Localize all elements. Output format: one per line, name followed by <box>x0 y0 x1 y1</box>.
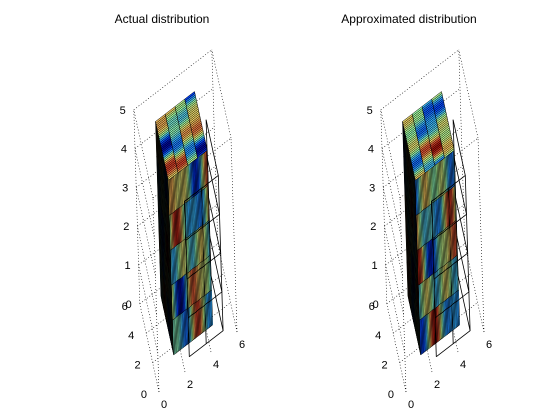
left-volume-slices <box>155 91 213 356</box>
axes-box-edge <box>458 49 479 139</box>
wall-grid-line <box>385 264 406 354</box>
front-grid-line <box>201 188 207 344</box>
x-tick-label: 0 <box>408 399 414 411</box>
y-tick-label: 0 <box>388 389 394 401</box>
left-x-ticks: 0 2 4 6 <box>161 339 245 411</box>
x-tick-label: 4 <box>460 359 466 371</box>
axes-box-edge <box>152 197 160 393</box>
z-tick-label: 3 <box>122 182 128 194</box>
x-tick-label: 0 <box>161 399 167 411</box>
left-front-grid <box>184 119 224 358</box>
axes-box-edge <box>133 109 141 304</box>
y-tick-label: 2 <box>134 360 140 372</box>
z-tick-label: 3 <box>369 182 375 194</box>
axes-box-edge <box>211 49 232 139</box>
wall-grid-line <box>135 187 156 276</box>
axes-box-edge <box>386 303 407 393</box>
z-tick-label: 2 <box>370 221 376 233</box>
z-tick-label: 4 <box>121 144 127 156</box>
front-grid-line <box>184 201 190 357</box>
left-y-ticks: 0 2 4 6 <box>122 301 147 401</box>
slice-cell <box>184 91 196 102</box>
front-grid-line <box>448 188 454 344</box>
wall-grid-line <box>137 226 157 315</box>
z-tick-label: 4 <box>368 144 374 156</box>
wall-grid-line <box>134 148 155 237</box>
axes-box-edge <box>477 137 485 333</box>
wall-grid-line <box>381 148 402 237</box>
axes-box-edge <box>380 109 388 304</box>
right-z-ticks: 0 1 2 3 4 5 <box>367 105 379 311</box>
z-tick-label: 2 <box>123 221 129 233</box>
z-tick-label: 5 <box>120 105 126 117</box>
y-tick-label: 6 <box>122 301 128 313</box>
wall-grid-line <box>138 264 159 354</box>
z-tick-label: 0 <box>126 299 132 311</box>
y-tick-label: 0 <box>141 389 147 401</box>
left-chart-title: Actual distribution <box>115 12 210 26</box>
axes-box-edge <box>380 109 401 199</box>
right-x-ticks: 0 2 4 6 <box>408 339 492 411</box>
z-tick-label: 1 <box>124 260 130 272</box>
front-grid-line <box>217 175 224 331</box>
axes-box-edge <box>399 197 407 393</box>
right-subplot: Approximated distribution 0 1 2 3 4 5 0 2 4 6 0 2… <box>341 12 492 411</box>
axes-box-edge <box>139 303 160 393</box>
left-z-ticks: 0 1 2 3 4 5 <box>120 105 132 311</box>
x-tick-label: 2 <box>187 379 193 391</box>
y-tick-label: 4 <box>128 330 134 342</box>
front-grid-line <box>431 201 437 357</box>
right-axes-box <box>380 49 485 393</box>
axes-box-edge <box>133 49 212 111</box>
axes-box-edge <box>380 49 459 111</box>
axes-box-edge <box>133 109 154 199</box>
z-tick-label: 0 <box>373 299 379 311</box>
left-subplot: Actual distribution 0 1 2 3 4 5 0 2 4 6 0 2 4 6 <box>115 12 245 411</box>
axes-box-edge <box>230 137 238 333</box>
front-grid-line <box>452 119 459 275</box>
y-tick-label: 2 <box>381 360 387 372</box>
x-tick-label: 4 <box>213 359 219 371</box>
right-volume-slices <box>402 91 460 356</box>
front-grid-line <box>205 119 212 275</box>
right-y-ticks: 0 2 4 6 <box>369 301 394 401</box>
y-tick-label: 4 <box>375 330 381 342</box>
wall-grid-line <box>384 226 404 315</box>
slice-cell <box>431 91 443 102</box>
front-grid-line <box>464 175 471 331</box>
wall-grid-line <box>382 187 403 276</box>
right-front-grid <box>431 119 471 358</box>
x-tick-label: 6 <box>486 339 492 351</box>
z-tick-label: 1 <box>371 260 377 272</box>
x-tick-label: 6 <box>239 339 245 351</box>
z-tick-label: 5 <box>367 105 373 117</box>
y-tick-label: 6 <box>369 301 375 313</box>
right-chart-title: Approximated distribution <box>341 12 476 26</box>
x-tick-label: 2 <box>434 379 440 391</box>
